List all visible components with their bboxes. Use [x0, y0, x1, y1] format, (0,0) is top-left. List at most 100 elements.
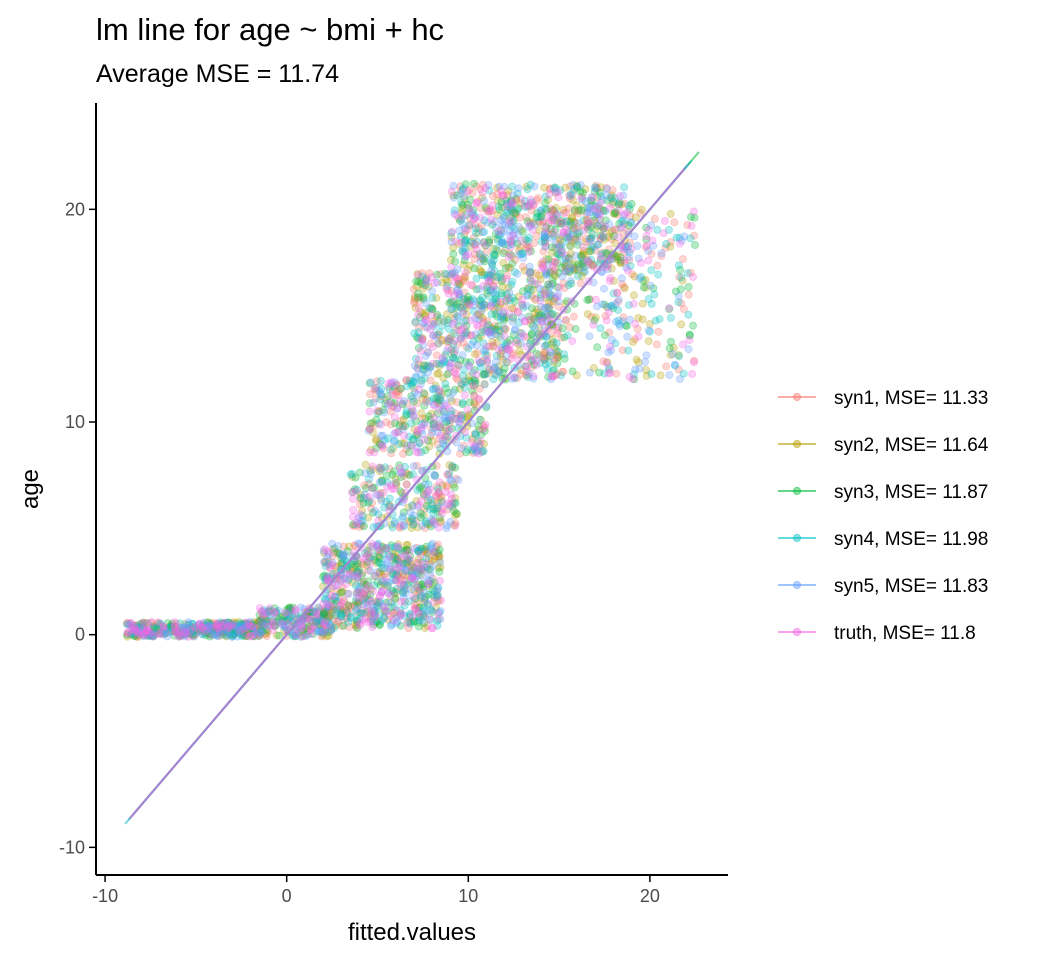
scatter-point [606, 342, 615, 351]
scatter-point [371, 571, 380, 580]
scatter-point [251, 630, 260, 639]
scatter-point [472, 199, 481, 208]
scatter-point [221, 625, 230, 634]
scatter-point [689, 321, 698, 330]
scatter-point [270, 609, 279, 618]
scatter-point [231, 629, 240, 638]
scatter-point [623, 332, 632, 341]
scatter-point [614, 295, 623, 304]
scatter-point [255, 604, 264, 613]
scatter-point [385, 552, 394, 561]
scatter-point [285, 604, 294, 613]
scatter-point [266, 610, 275, 619]
scatter-point [654, 327, 663, 336]
scatter-point [637, 258, 646, 267]
scatter-point [328, 592, 337, 601]
scatter-point [137, 629, 146, 638]
scatter-point [496, 297, 505, 306]
scatter-point [176, 632, 185, 641]
scatter-point [586, 234, 595, 243]
scatter-point [222, 621, 231, 630]
scatter-point [623, 208, 632, 217]
scatter-point [205, 621, 214, 630]
scatter-point [452, 509, 461, 518]
scatter-point [317, 627, 326, 636]
scatter-point [482, 355, 491, 364]
scatter-point [237, 630, 246, 639]
scatter-point [233, 632, 242, 641]
scatter-point [316, 616, 325, 625]
scatter-point [372, 541, 381, 550]
scatter-point [422, 277, 431, 286]
legend-key-point [792, 533, 802, 543]
x-tick-label: -10 [92, 886, 118, 906]
scatter-point [551, 371, 560, 380]
scatter-point [515, 222, 524, 231]
scatter-point [605, 276, 614, 285]
scatter-point [303, 630, 312, 639]
scatter-point [378, 442, 387, 451]
scatter-point [326, 613, 335, 622]
scatter-point [635, 274, 644, 283]
scatter-point [172, 619, 181, 628]
scatter-point [635, 364, 644, 373]
scatter-point [166, 624, 175, 633]
scatter-point [259, 606, 268, 615]
scatter-point [288, 617, 297, 626]
scatter-point [459, 309, 468, 318]
scatter-point [662, 362, 671, 371]
scatter-point [250, 620, 259, 629]
scatter-point [291, 607, 300, 616]
scatter-point [238, 622, 247, 631]
scatter-point [231, 619, 240, 628]
scatter-point [309, 607, 318, 616]
scatter-point [457, 379, 466, 388]
scatter-point [528, 225, 537, 234]
scatter-point [326, 626, 335, 635]
scatter-point [614, 206, 623, 215]
scatter-point [416, 347, 425, 356]
scatter-point [244, 620, 253, 629]
scatter-point [198, 623, 207, 632]
scatter-point [395, 397, 404, 406]
scatter-point [171, 626, 180, 635]
scatter-point [162, 629, 171, 638]
scatter-point [435, 576, 444, 585]
scatter-point [213, 625, 222, 634]
scatter-point [566, 241, 575, 250]
scatter-point [466, 280, 475, 289]
scatter-point [417, 521, 426, 530]
scatter-point [254, 626, 263, 635]
scatter-point [544, 303, 553, 312]
scatter-point [294, 629, 303, 638]
scatter-point [150, 624, 159, 633]
scatter-point [485, 364, 494, 373]
scatter-point [143, 632, 152, 641]
scatter-point [399, 512, 408, 521]
scatter-point [489, 341, 498, 350]
scatter-point [200, 629, 209, 638]
scatter-point [149, 632, 158, 641]
scatter-point [210, 624, 219, 633]
scatter-point [450, 483, 459, 492]
scatter-point [184, 620, 193, 629]
scatter-point [172, 627, 181, 636]
scatter-point [297, 625, 306, 634]
scatter-point [127, 630, 136, 639]
scatter-point [407, 441, 416, 450]
scatter-point [238, 623, 247, 632]
scatter-point [216, 621, 225, 630]
scatter-point [316, 622, 325, 631]
scatter-point [254, 618, 263, 627]
scatter-point [129, 624, 138, 633]
scatter-point [282, 605, 291, 614]
legend-item: syn4, MSE= 11.98 [778, 529, 988, 550]
scatter-point [599, 233, 608, 242]
scatter-point [371, 506, 380, 515]
scatter-point [448, 461, 457, 470]
scatter-point [138, 625, 147, 634]
scatter-point [155, 630, 164, 639]
scatter-point [313, 611, 322, 620]
scatter-point [172, 622, 181, 631]
scatter-point [425, 485, 434, 494]
